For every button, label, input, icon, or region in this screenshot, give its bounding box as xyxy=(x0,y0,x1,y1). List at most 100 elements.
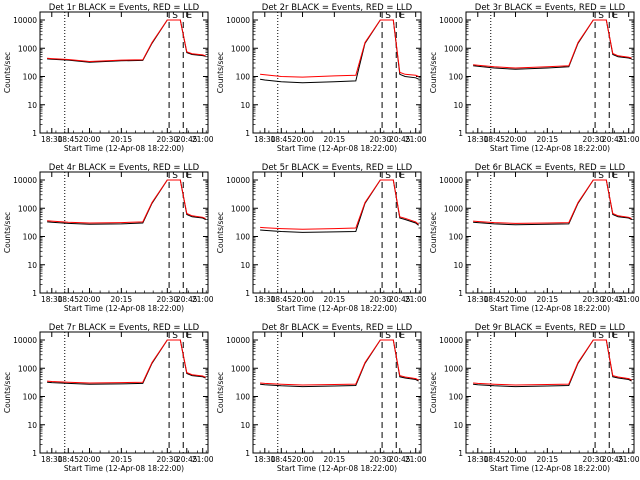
x-tick-label: 18:30 xyxy=(254,135,276,144)
y-tick-label: 1000 xyxy=(231,204,250,213)
marker-label-e: E xyxy=(612,171,618,181)
y-tick-label: 10 xyxy=(240,421,250,430)
y-tick-label: 1000 xyxy=(231,364,250,373)
x-tick-label: 18:45 xyxy=(270,135,292,144)
x-tick-label: 21:00 xyxy=(618,455,640,464)
x-axis-label: Start Time (12-Apr-08 18:22:00) xyxy=(64,304,184,313)
x-tick-label: 18:45 xyxy=(483,295,505,304)
x-tick-label: 18:30 xyxy=(254,455,276,464)
y-tick-label: 100 xyxy=(23,233,38,242)
y-tick-label: 10000 xyxy=(439,16,463,25)
plot-frame xyxy=(252,171,422,294)
x-tick-label: 20:15 xyxy=(111,455,133,464)
series-line-red xyxy=(473,179,632,224)
x-tick-label: 18:30 xyxy=(41,135,63,144)
x-tick-label: 20:15 xyxy=(111,295,133,304)
x-tick-label: 18:45 xyxy=(483,135,505,144)
x-axis-label: Start Time (12-Apr-08 18:22:00) xyxy=(277,144,397,153)
panel-det-1: Det 1r BLACK = Events, RED = LLD 1 10 100 10… xyxy=(3,3,214,153)
y-axis-label: Counts/sec xyxy=(429,52,438,93)
marker-label-s: S xyxy=(172,331,178,341)
x-tick-label: 20:00 xyxy=(292,135,314,144)
x-tick-label: 20:45 xyxy=(602,455,624,464)
y-tick-label: 10000 xyxy=(226,176,250,185)
x-tick-label: 20:15 xyxy=(324,295,346,304)
x-tick-label: 20:00 xyxy=(79,135,101,144)
panel-title: Det 7r BLACK = Events, RED = LLD xyxy=(49,323,200,333)
x-tick-label: 21:00 xyxy=(192,295,214,304)
x-tick-label: 20:00 xyxy=(79,295,101,304)
panel-det-5: Det 5r BLACK = Events, RED = LLD 1 10 100 10… xyxy=(216,163,427,313)
x-axis-label: Start Time (12-Apr-08 18:22:00) xyxy=(64,144,184,153)
marker-label-e: E xyxy=(186,331,192,341)
y-tick-label: 10 xyxy=(453,101,463,110)
y-tick-label: 1 xyxy=(458,449,463,458)
y-tick-label: 10 xyxy=(240,101,250,110)
y-tick-label: 1 xyxy=(245,289,250,298)
plot-frame xyxy=(465,171,635,294)
x-tick-label: 21:00 xyxy=(405,455,427,464)
y-tick-label: 100 xyxy=(449,393,464,402)
marker-label-e: E xyxy=(612,11,618,21)
x-tick-label: 21:00 xyxy=(405,295,427,304)
x-axis-label: Start Time (12-Apr-08 18:22:00) xyxy=(490,144,610,153)
y-tick-label: 100 xyxy=(449,233,464,242)
panel-title: Det 9r BLACK = Events, RED = LLD xyxy=(475,323,626,333)
y-tick-label: 10000 xyxy=(13,336,37,345)
y-tick-label: 1000 xyxy=(444,364,463,373)
y-tick-label: 1 xyxy=(32,289,37,298)
panel-title: Det 1r BLACK = Events, RED = LLD xyxy=(49,3,200,13)
x-axis-label: Start Time (12-Apr-08 18:22:00) xyxy=(277,304,397,313)
plot-frame xyxy=(465,11,635,134)
y-tick-label: 10000 xyxy=(226,16,250,25)
marker-label-e: E xyxy=(399,11,405,21)
x-tick-label: 20:15 xyxy=(537,295,559,304)
x-tick-label: 18:45 xyxy=(270,295,292,304)
y-tick-label: 1 xyxy=(458,289,463,298)
x-tick-label: 18:45 xyxy=(270,455,292,464)
x-tick-label: 20:45 xyxy=(176,295,198,304)
marker-label-e: E xyxy=(399,331,405,341)
panel-title: Det 4r BLACK = Events, RED = LLD xyxy=(49,163,200,173)
y-tick-label: 1 xyxy=(458,129,463,138)
x-tick-label: 18:30 xyxy=(254,295,276,304)
y-tick-label: 10 xyxy=(27,261,37,270)
x-tick-label: 18:30 xyxy=(467,455,489,464)
y-tick-label: 1000 xyxy=(444,204,463,213)
x-tick-label: 20:30 xyxy=(583,455,605,464)
x-axis-label: Start Time (12-Apr-08 18:22:00) xyxy=(490,464,610,473)
x-tick-label: 20:15 xyxy=(324,135,346,144)
x-tick-label: 20:30 xyxy=(157,295,179,304)
marker-label-e: E xyxy=(186,171,192,181)
x-tick-label: 20:45 xyxy=(389,295,411,304)
plot-frame xyxy=(465,331,635,454)
x-tick-label: 18:30 xyxy=(41,455,63,464)
x-tick-label: 20:45 xyxy=(176,135,198,144)
plot-frame xyxy=(39,331,209,454)
x-tick-label: 20:15 xyxy=(324,455,346,464)
y-axis-label: Counts/sec xyxy=(3,212,12,253)
series-line-red xyxy=(260,19,419,78)
panel-title: Det 5r BLACK = Events, RED = LLD xyxy=(262,163,413,173)
y-tick-label: 10 xyxy=(240,261,250,270)
series-line-red xyxy=(47,339,206,384)
x-tick-label: 20:15 xyxy=(111,135,133,144)
y-tick-label: 1000 xyxy=(18,364,37,373)
x-tick-label: 20:30 xyxy=(370,295,392,304)
x-tick-label: 21:00 xyxy=(618,135,640,144)
x-tick-label: 20:45 xyxy=(602,135,624,144)
y-tick-label: 100 xyxy=(23,73,38,82)
y-tick-label: 1000 xyxy=(231,44,250,53)
y-tick-label: 1 xyxy=(245,129,250,138)
series-line-red xyxy=(260,179,419,230)
y-tick-label: 100 xyxy=(23,393,38,402)
x-tick-label: 18:30 xyxy=(467,295,489,304)
x-tick-label: 20:30 xyxy=(157,135,179,144)
panel-det-6: Det 6r BLACK = Events, RED = LLD 1 10 100 10… xyxy=(429,163,640,313)
marker-label-s: S xyxy=(172,11,178,21)
y-tick-label: 10000 xyxy=(439,176,463,185)
y-tick-label: 100 xyxy=(236,233,251,242)
marker-label-s: S xyxy=(385,11,391,21)
panel-det-4: Det 4r BLACK = Events, RED = LLD 1 10 100 10… xyxy=(3,163,214,313)
